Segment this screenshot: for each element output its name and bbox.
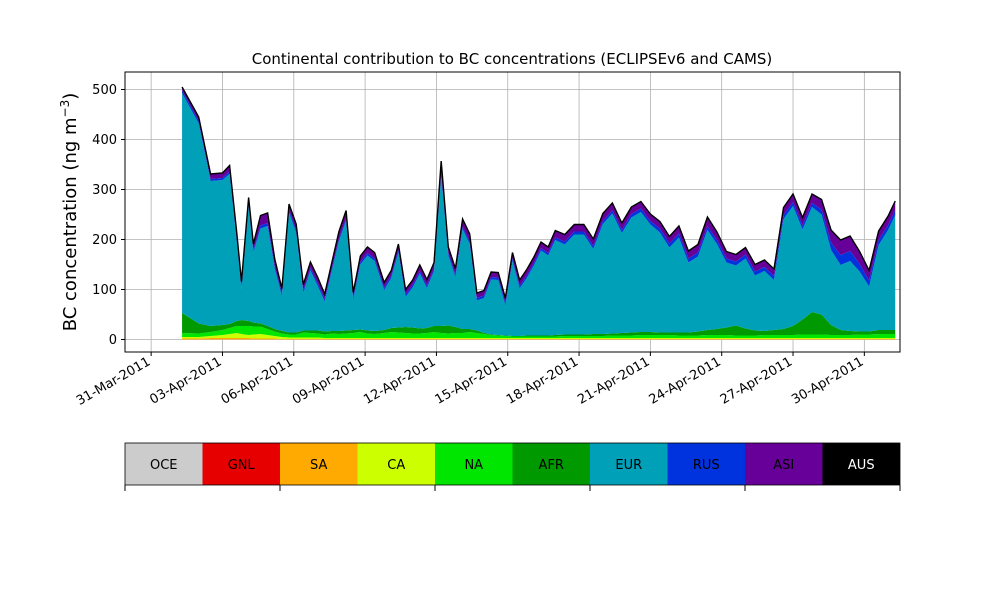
y-tick-label: 400 [92, 133, 117, 148]
x-tick-label: 30-Apr-2011 [789, 354, 866, 407]
legend-swatch-na [435, 443, 513, 485]
area-sa [182, 338, 896, 340]
total-outline [181, 86, 896, 299]
legend-label-ca: CA [387, 458, 405, 473]
y-tick-label: 500 [92, 83, 117, 98]
y-tick-label: 100 [92, 283, 117, 298]
x-tick-label: 03-Apr-2011 [147, 354, 224, 407]
legend-frame [124, 442, 901, 486]
legend-swatch-afr [512, 443, 590, 485]
stacked-areas [182, 87, 896, 340]
plot-frame [124, 71, 901, 353]
y-axis-label-close: ) [60, 93, 81, 100]
legend-label-eur: EUR [615, 458, 642, 473]
x-tick-label: 31-Mar-2011 [74, 354, 153, 408]
legend-swatch-aus [822, 443, 900, 485]
legend-label-rus: RUS [693, 458, 720, 473]
legend-swatch-eur [590, 443, 668, 485]
x-axis: 31-Mar-201103-Apr-201106-Apr-201109-Apr-… [74, 352, 866, 409]
legend-label-oce: OCE [150, 458, 178, 473]
legend-swatch-rus [667, 443, 745, 485]
legend-swatch-ca [357, 443, 435, 485]
legend-swatch-asi [745, 443, 823, 485]
legend-colorbar: OCE GNL SA CA NA AFR EUR RUS ASI AUS [124, 442, 901, 491]
legend-label-sa: SA [310, 458, 327, 473]
legend-swatch-sa [280, 443, 358, 485]
x-tick-label: 09-Apr-2011 [290, 354, 367, 407]
x-tick-label: 27-Apr-2011 [718, 354, 795, 407]
legend-label-asi: ASI [773, 458, 794, 473]
x-tick-label: 18-Apr-2011 [504, 354, 581, 407]
x-tick-label: 15-Apr-2011 [433, 354, 510, 407]
area-ca [182, 333, 896, 339]
y-tick-label: 0 [109, 333, 117, 348]
chart-title: Continental contribution to BC concentra… [252, 50, 773, 68]
y-axis-label: BC concentration (ng m−3) [58, 93, 81, 332]
legend-label-aus: AUS [848, 458, 875, 473]
legend-label-afr: AFR [539, 458, 564, 473]
x-tick-label: 24-Apr-2011 [647, 354, 724, 407]
legend-label-na: NA [464, 458, 483, 473]
y-tick-label: 200 [92, 233, 117, 248]
legend-label-gnl: GNL [228, 458, 256, 473]
y-axis: 0 100 200 300 400 500 [92, 83, 125, 348]
x-tick-label: 12-Apr-2011 [361, 354, 438, 407]
area-afr [182, 312, 896, 337]
area-eur [182, 93, 896, 336]
x-tick-label: 06-Apr-2011 [219, 354, 296, 407]
legend-swatch-gnl [202, 443, 280, 485]
y-axis-label-main: BC concentration (ng m [60, 117, 81, 331]
x-tick-label: 21-Apr-2011 [575, 354, 652, 407]
y-tick-label: 300 [92, 183, 117, 198]
total-concentration-line [181, 86, 896, 299]
y-axis-label-unit-exponent: −3 [58, 100, 72, 118]
legend-swatch-oce [125, 443, 203, 485]
